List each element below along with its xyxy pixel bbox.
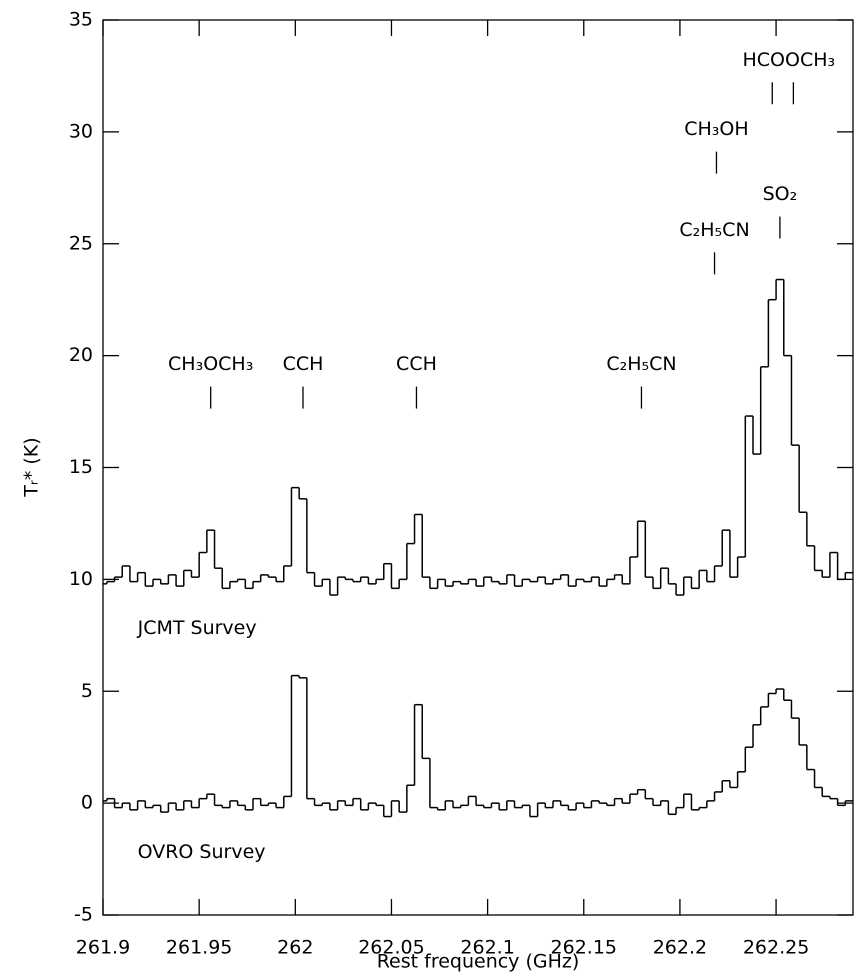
plot-frame <box>102 19 854 916</box>
y-tick-label: 30 <box>69 120 93 142</box>
y-tick-label: 0 <box>81 792 93 814</box>
x-tick-label: 262.15 <box>551 937 617 959</box>
x-tick-label: 261.9 <box>76 937 130 959</box>
x-tick-label: 262.25 <box>743 937 809 959</box>
series-label: JCMT Survey <box>137 617 257 639</box>
y-tick-label: 10 <box>69 568 93 590</box>
x-axis-label: Rest frequency (GHz) <box>377 951 580 973</box>
line-label: CH₃OH <box>684 118 748 140</box>
line-label: HCOOCH₃ <box>742 49 835 71</box>
y-tick-label: 25 <box>69 232 93 254</box>
x-tick-label: 262.1 <box>460 937 514 959</box>
y-tick-label: 20 <box>69 344 93 366</box>
line-label: CCH <box>396 353 437 375</box>
x-tick-label: 262 <box>277 937 313 959</box>
line-label: CH₃OCH₃ <box>168 353 253 375</box>
y-tick-label: -5 <box>74 904 93 926</box>
y-tick-label: 35 <box>69 9 93 31</box>
line-label: C₂H₅CN <box>606 353 676 375</box>
line-label: C₂H₅CN <box>679 219 749 241</box>
x-tick-label: 262.05 <box>358 937 424 959</box>
x-tick-label: 261.95 <box>166 937 232 959</box>
y-tick-label: 15 <box>69 456 93 478</box>
y-tick-label: 5 <box>81 680 93 702</box>
line-label: CCH <box>283 353 324 375</box>
y-axis-label: Tᵣ* (K) <box>21 437 43 497</box>
x-tick-label: 262.2 <box>653 937 707 959</box>
line-label: SO₂ <box>763 183 798 205</box>
series-label: OVRO Survey <box>138 841 266 863</box>
